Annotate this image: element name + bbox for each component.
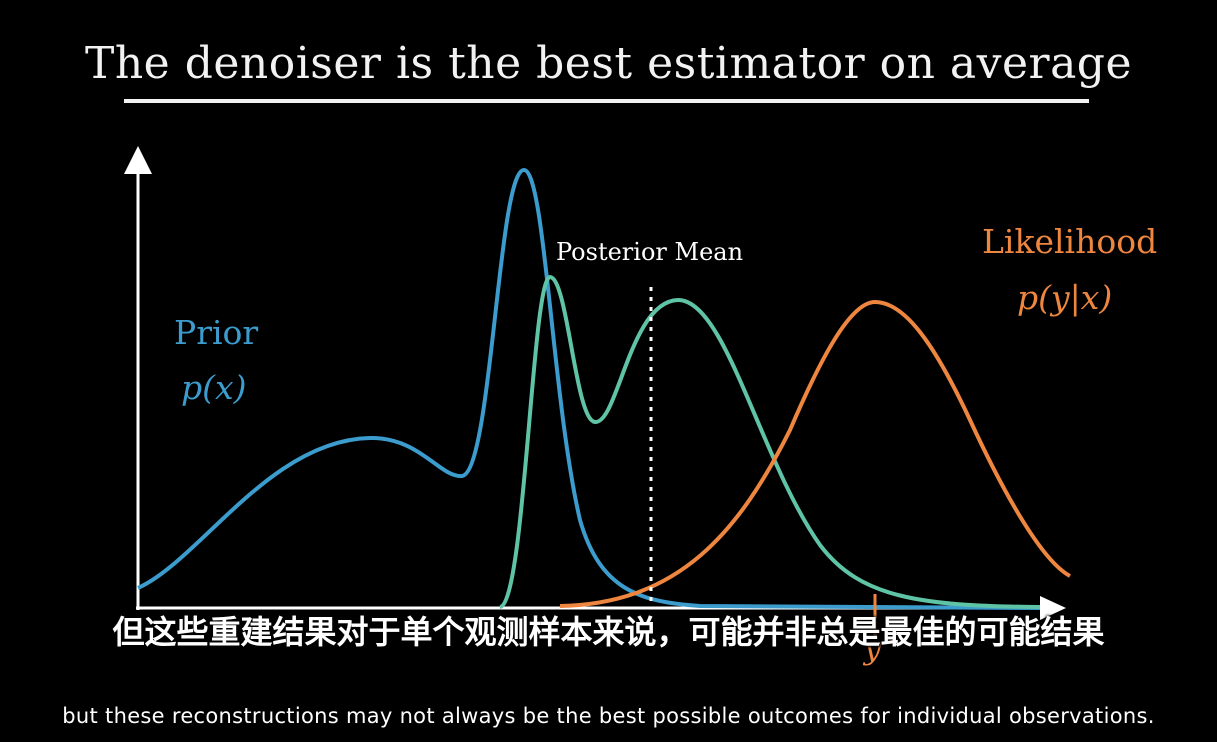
title-underline [124, 99, 1089, 103]
likelihood-formula: p(y|x) [1017, 278, 1113, 317]
subtitle-chinese: 但这些重建结果对于单个观测样本来说，可能并非总是最佳的可能结果 [112, 613, 1105, 651]
posterior-mean-label: Posterior Mean [556, 238, 744, 266]
posterior-curve [498, 275, 1041, 609]
x-axis-arrowhead [1040, 596, 1066, 620]
y-axis-arrowhead [124, 146, 152, 174]
likelihood-label: Likelihood [982, 222, 1158, 261]
prior-curve [137, 168, 1041, 610]
prior-formula: p(x) [181, 368, 247, 407]
likelihood-curve [559, 300, 1072, 608]
observation-label: y [864, 632, 881, 667]
slide-title: The denoiser is the best estimator on av… [84, 38, 1133, 89]
prior-label: Prior [174, 313, 259, 352]
subtitle-english: but these reconstructions may not always… [62, 704, 1155, 728]
